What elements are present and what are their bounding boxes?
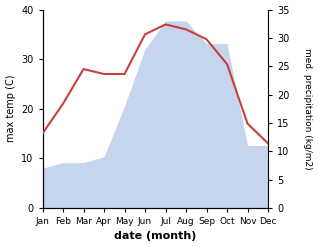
Y-axis label: med. precipitation (kg/m2): med. precipitation (kg/m2): [303, 48, 313, 169]
X-axis label: date (month): date (month): [114, 231, 197, 242]
Y-axis label: max temp (C): max temp (C): [5, 75, 16, 143]
